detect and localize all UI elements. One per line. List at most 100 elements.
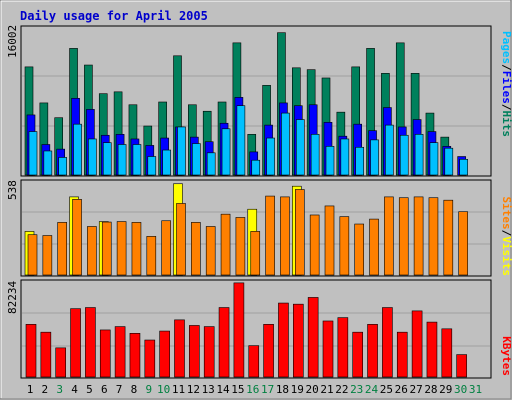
day-label-19: 19 xyxy=(291,383,304,396)
sites-bar-day-14 xyxy=(220,213,231,276)
pages-bar-day-18 xyxy=(281,112,290,176)
pages-bar-day-13 xyxy=(206,152,216,176)
kbytes-bar-day-9 xyxy=(144,339,156,378)
sites-bar-day-15 xyxy=(235,217,246,276)
day-label-17: 17 xyxy=(261,383,274,396)
pages-bar-day-8 xyxy=(132,144,142,176)
kbytes-bar-day-7 xyxy=(114,326,126,378)
pages-bar-day-12 xyxy=(192,143,201,176)
pages-bar-day-10 xyxy=(162,149,171,176)
kbytes-bar-day-1 xyxy=(25,324,37,378)
pages-bar-day-7 xyxy=(117,144,127,176)
day-label-21: 21 xyxy=(320,383,333,396)
kbytes-bar-day-8 xyxy=(129,333,141,378)
sites-bar-day-21 xyxy=(324,205,335,276)
day-label-25: 25 xyxy=(380,383,393,396)
legend-hits-files-pages: Pages/Files/Hits xyxy=(500,31,512,137)
day-label-1: 1 xyxy=(27,383,34,396)
sites-bar-day-24 xyxy=(369,218,379,276)
pages-bar-day-5 xyxy=(88,138,97,176)
legend-pages: Pages xyxy=(500,31,512,64)
sites-bar-day-3 xyxy=(57,222,68,276)
sites-bar-day-23 xyxy=(354,223,365,276)
sites-bar-day-28 xyxy=(428,197,439,276)
pages-bar-day-28 xyxy=(429,142,439,176)
day-label-29: 29 xyxy=(439,383,452,396)
kbytes-bar-day-27 xyxy=(411,310,423,378)
pages-bar-day-24 xyxy=(370,139,379,176)
kbytes-bar-day-19 xyxy=(292,303,304,378)
kbytes-bar-day-10 xyxy=(159,330,170,378)
pages-bar-day-19 xyxy=(295,119,305,176)
day-label-24: 24 xyxy=(365,383,379,396)
day-label-7: 7 xyxy=(116,383,123,396)
day-label-12: 12 xyxy=(187,383,200,396)
pages-bar-day-14 xyxy=(221,128,231,176)
sites-bar-day-17 xyxy=(265,195,275,276)
kbytes-bar-day-17 xyxy=(263,324,274,378)
sites-bar-day-26 xyxy=(398,197,409,276)
sites-bar-day-22 xyxy=(339,216,350,276)
kbytes-bar-day-20 xyxy=(307,297,319,378)
day-labels: 1 2 3 4 5 6 7 8 9 10 11 12 13 14 15 16 17 18 19 20 21 22 23 24 2… xyxy=(27,383,482,396)
pages-bar-day-26 xyxy=(399,134,409,176)
kbytes-bar-day-14 xyxy=(218,307,230,378)
day-label-6: 6 xyxy=(101,383,108,396)
pages-bar-day-3 xyxy=(58,157,68,176)
day-label-22: 22 xyxy=(335,383,348,396)
kbytes-bar-day-11 xyxy=(174,319,185,378)
kbytes-bar-day-30 xyxy=(456,354,467,378)
kbytes-bar-day-13 xyxy=(203,326,215,378)
pages-bar-day-21 xyxy=(325,146,335,176)
day-label-14: 14 xyxy=(216,383,230,396)
legend-kbytes: KBytes xyxy=(500,336,512,376)
y-max-hits: 16002 xyxy=(6,25,19,58)
day-label-31: 31 xyxy=(469,383,482,396)
day-label-2: 2 xyxy=(42,383,49,396)
sites-bar-day-6 xyxy=(101,221,112,276)
pages-bar-day-9 xyxy=(147,156,157,176)
day-label-8: 8 xyxy=(131,383,138,396)
sites-bar-day-27 xyxy=(413,196,424,276)
sites-bar-day-19 xyxy=(294,189,305,276)
pages-bar-day-22 xyxy=(340,138,350,176)
y-max-sites: 538 xyxy=(6,180,19,200)
kbytes-bar-day-6 xyxy=(99,329,111,378)
kbytes-bar-day-28 xyxy=(426,321,438,378)
day-label-15: 15 xyxy=(231,383,244,396)
sites-bar-day-25 xyxy=(384,196,394,276)
pages-bar-day-27 xyxy=(414,134,424,176)
pages-bar-day-16 xyxy=(251,159,261,176)
kbytes-bar-day-21 xyxy=(322,320,334,378)
sites-bar-day-7 xyxy=(116,221,127,276)
kbytes-bar-day-26 xyxy=(396,331,408,378)
day-label-23: 23 xyxy=(350,383,363,396)
sites-bar-day-8 xyxy=(131,222,142,276)
bar-layer xyxy=(24,32,468,378)
kbytes-bar-day-16 xyxy=(248,345,260,378)
kbytes-bar-day-3 xyxy=(55,347,67,378)
sites-bar-day-1 xyxy=(27,234,38,276)
legend-sites-visits: Sites/Visits xyxy=(500,197,512,277)
day-label-5: 5 xyxy=(86,383,93,396)
day-label-3: 3 xyxy=(56,383,63,396)
pages-bar-day-6 xyxy=(102,142,112,176)
pages-bar-day-25 xyxy=(385,124,394,176)
kbytes-bar-day-12 xyxy=(189,325,200,378)
legend-files: Files xyxy=(500,71,512,104)
sites-bar-day-13 xyxy=(205,226,216,276)
kbytes-bar-day-23 xyxy=(352,331,364,378)
day-label-30: 30 xyxy=(454,383,467,396)
pages-bar-day-30 xyxy=(459,158,468,176)
day-label-26: 26 xyxy=(395,383,408,396)
day-label-18: 18 xyxy=(276,383,289,396)
pages-bar-day-4 xyxy=(73,123,82,176)
y-max-kbytes: 82234 xyxy=(6,281,19,314)
pages-bar-day-23 xyxy=(355,146,365,176)
pages-bar-day-20 xyxy=(310,134,320,176)
kbytes-bar-day-29 xyxy=(441,328,453,378)
kbytes-bar-day-15 xyxy=(233,282,245,378)
chart-title: Daily usage for April 2005 xyxy=(20,9,208,23)
legend-sites: Sites xyxy=(500,197,512,230)
